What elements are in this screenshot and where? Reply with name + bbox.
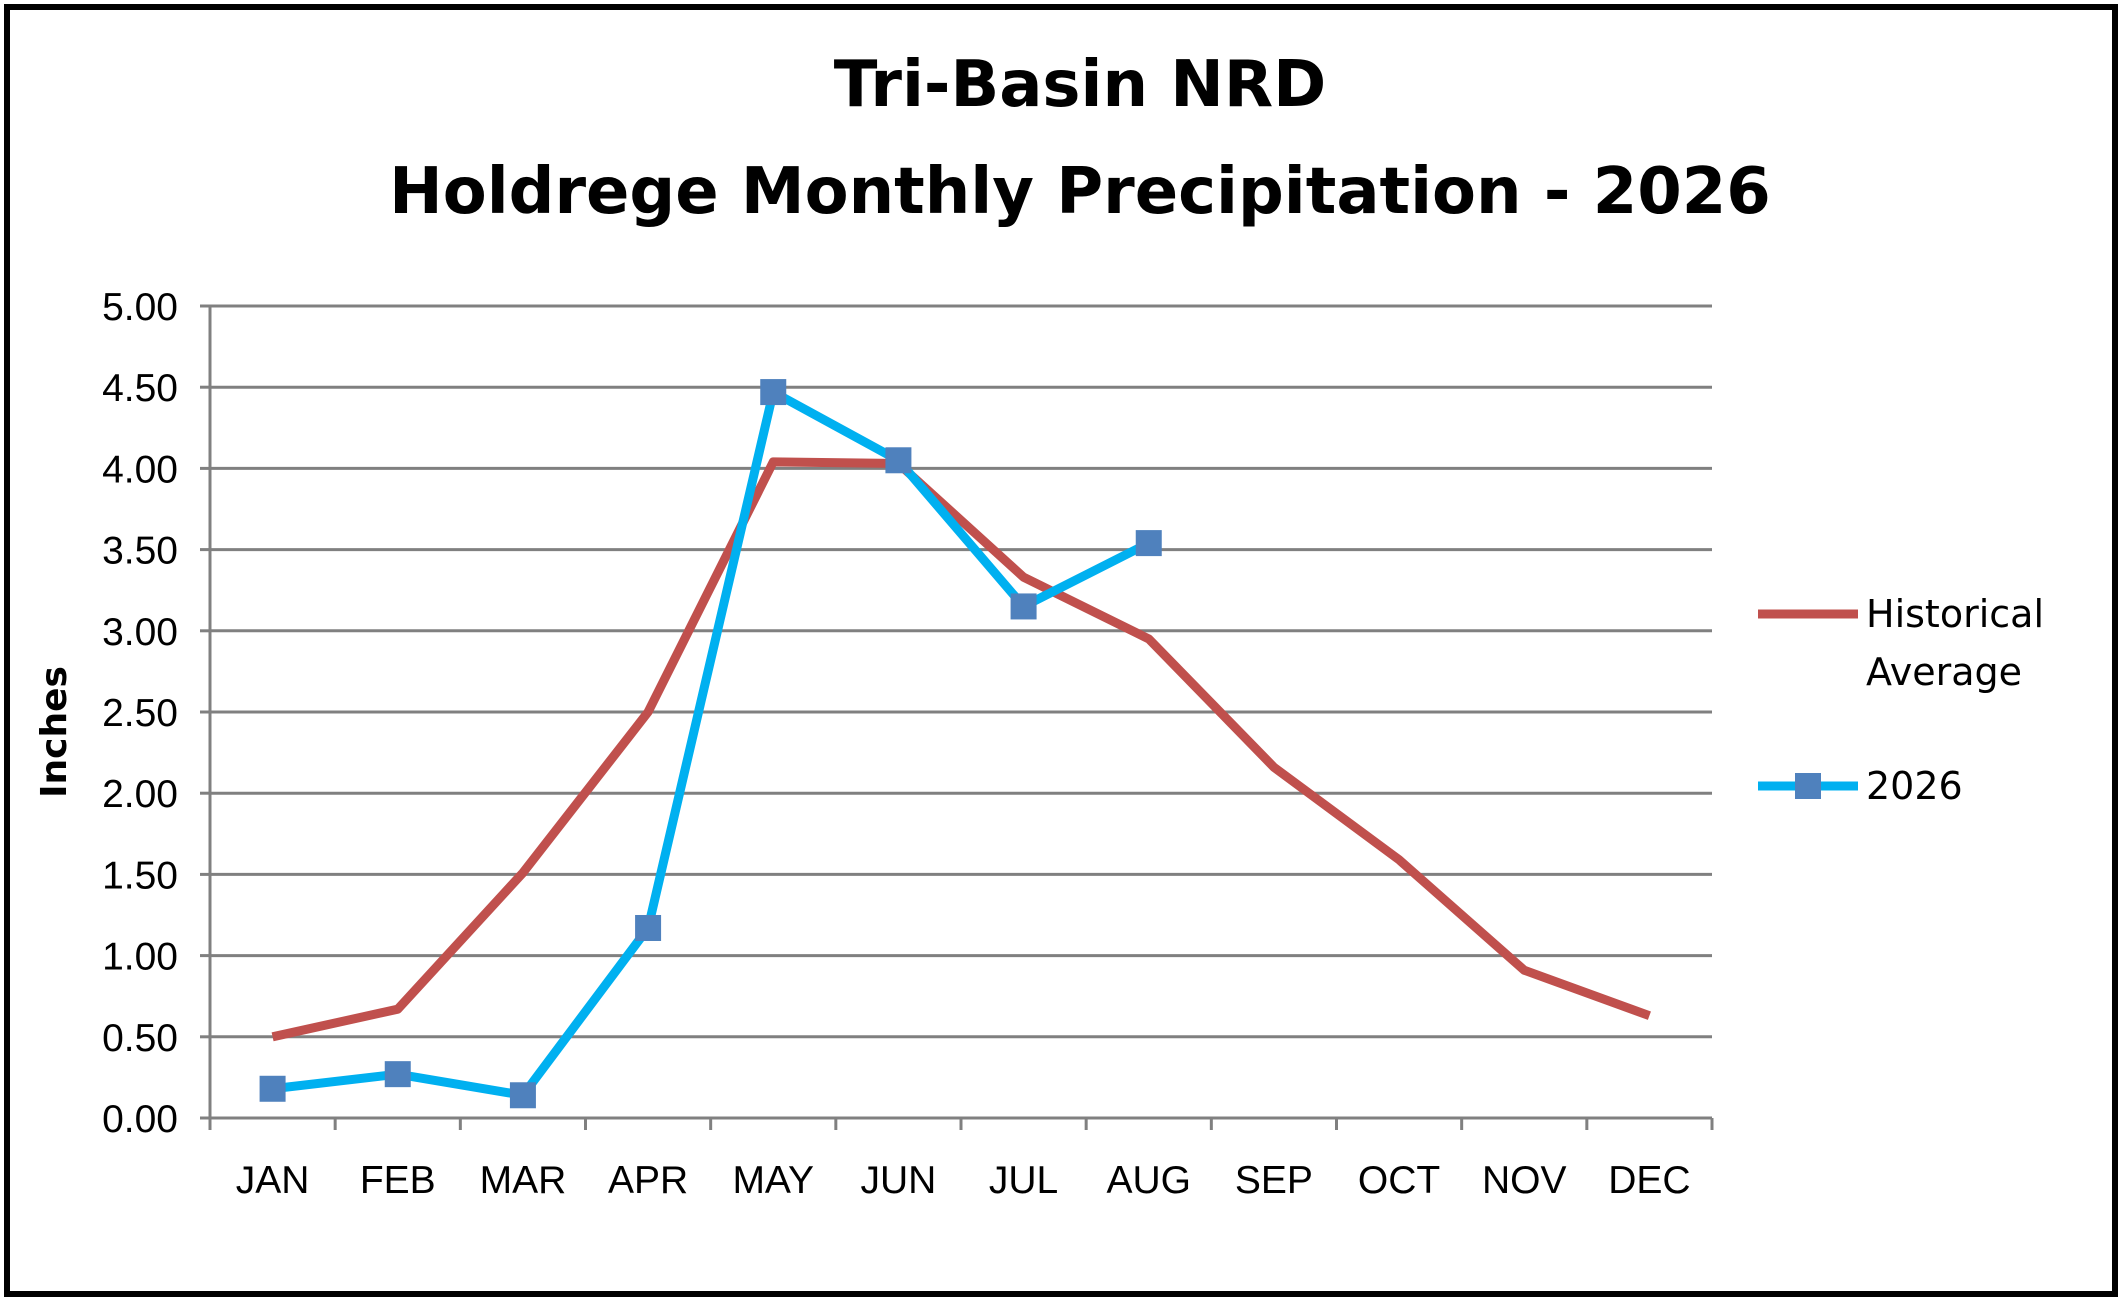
y-tick-label: 1.50 — [102, 854, 178, 897]
y-tick-label: 3.00 — [102, 611, 178, 654]
x-tick-label-jun: JUN — [860, 1159, 936, 1202]
y-tick-label: 3.50 — [102, 530, 178, 573]
x-tick-label-dec: DEC — [1608, 1159, 1690, 1202]
y-tick-label: 0.00 — [102, 1098, 178, 1141]
data-point — [1135, 530, 1162, 557]
series-line — [271, 457, 1651, 1042]
x-tick-label-apr: APR — [608, 1159, 688, 1202]
y-tick-label: 5.00 — [102, 286, 178, 329]
y-tick-label: 0.50 — [102, 1017, 178, 1060]
y-tick-label: 4.00 — [102, 448, 178, 491]
chart-title-line-1: Tri-Basin NRD — [834, 48, 1327, 122]
legend: Historical Average 2026 — [1758, 592, 2044, 808]
x-tick-label-may: MAY — [732, 1159, 814, 1202]
axes — [200, 304, 1714, 1130]
series-group — [259, 379, 1651, 1109]
legend-label: 2026 — [1866, 764, 1963, 808]
y-tick-labels: 0.00 0.50 1.00 1.50 2.00 2.50 3.00 3.50 4.00 4.50… — [102, 286, 178, 1141]
y-axis-title: Inches — [34, 666, 75, 798]
data-point — [760, 379, 787, 406]
y-tick-label: 2.50 — [102, 692, 178, 735]
chart-title-line-2: Holdrege Monthly Precipitation - 2026 — [389, 155, 1771, 229]
x-tick-label-jul: JUL — [989, 1159, 1058, 1202]
data-point — [635, 914, 662, 941]
x-tick-label-aug: AUG — [1106, 1159, 1191, 1202]
x-tick-label-feb: FEB — [360, 1159, 436, 1202]
series-0 — [271, 457, 1651, 1042]
data-point — [384, 1061, 411, 1088]
y-tick-label: 2.00 — [102, 773, 178, 816]
x-tick-label-nov: NOV — [1482, 1159, 1567, 1202]
x-tick-label-jan: JAN — [236, 1159, 310, 1202]
x-tick-label-oct: OCT — [1358, 1159, 1440, 1202]
legend-label: Historical — [1866, 592, 2044, 636]
gridlines — [210, 304, 1712, 1039]
legend-label: Average — [1866, 650, 2022, 694]
y-tick-label: 1.00 — [102, 936, 178, 979]
x-tick-label-mar: MAR — [480, 1159, 567, 1202]
data-point — [1010, 593, 1037, 620]
data-point — [885, 447, 912, 474]
data-point — [509, 1082, 536, 1109]
series-line — [272, 387, 1151, 1100]
legend-marker — [1795, 773, 1821, 799]
x-tick-label-sep: SEP — [1235, 1159, 1313, 1202]
data-point — [259, 1075, 286, 1102]
x-tick-labels: JAN FEB MAR APR MAY JUN JUL AUG SEP OCT NOV DEC — [236, 1159, 1691, 1202]
series-1 — [259, 379, 1162, 1109]
y-tick-label: 4.50 — [102, 367, 178, 410]
